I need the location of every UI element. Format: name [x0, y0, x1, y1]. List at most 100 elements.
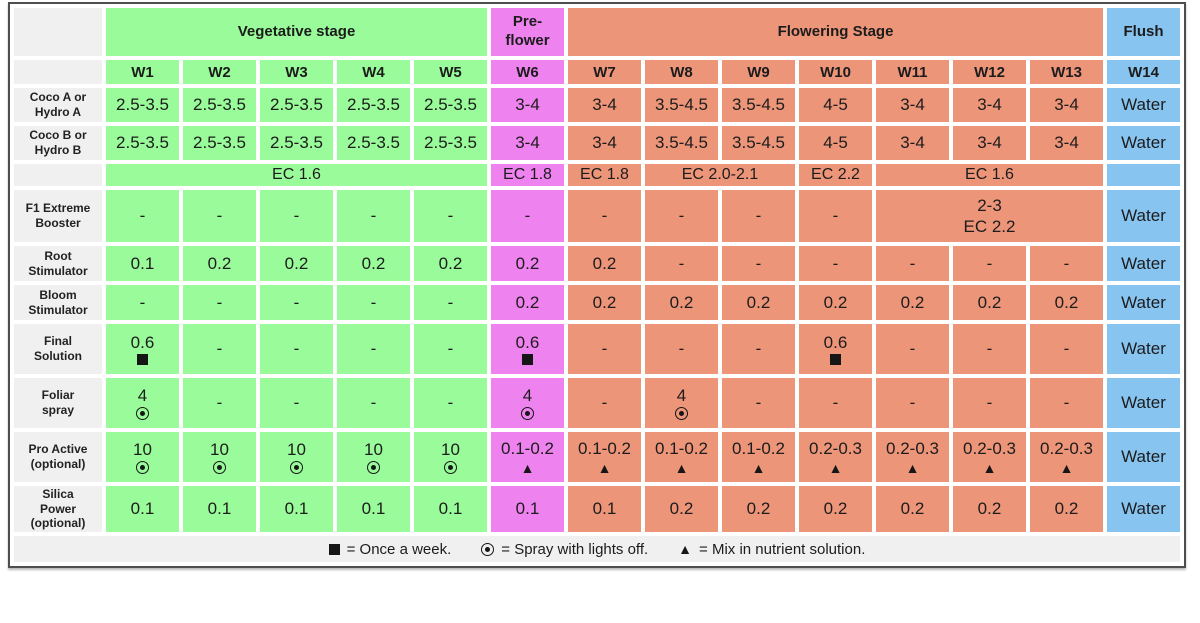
cell-value: 0.2: [515, 292, 540, 312]
cell-value: 0.2: [669, 499, 694, 519]
cell-value: 3-4: [1054, 133, 1079, 153]
cell-value: -: [601, 393, 608, 413]
cell-value: 2.5-3.5: [270, 95, 323, 115]
schedule-cell: 3.5-4.5: [645, 126, 718, 160]
schedule-cell: 0.2: [799, 486, 872, 532]
cell-value: 0.1: [284, 499, 309, 519]
schedule-cell: 4-5: [799, 88, 872, 122]
schedule-cell: -: [1030, 324, 1103, 374]
cell-value: -: [1063, 393, 1070, 413]
cell-value: 0.2-0.3: [1040, 439, 1093, 459]
week-row-label-cell: [14, 60, 102, 84]
schedule-cell: -: [414, 190, 487, 242]
cell-value: 10: [441, 439, 460, 459]
cell-value: 10: [287, 439, 306, 459]
schedule-cell: Water: [1107, 324, 1180, 374]
schedule-cell: EC 1.6: [106, 164, 487, 186]
mix-in-solution-icon: ▲: [982, 459, 997, 476]
cell-value: 3-4: [515, 95, 540, 115]
cell-value: 2.5-3.5: [116, 133, 169, 153]
mix-in-solution-icon: ▲: [678, 541, 693, 557]
schedule-cell: 0.2: [1030, 486, 1103, 532]
row-label: Bloom Stimulator: [14, 285, 102, 320]
cell-value: -: [370, 339, 377, 359]
schedule-cell: Water: [1107, 378, 1180, 428]
cell-value: 0.6: [130, 332, 155, 352]
cell-value: 0.1: [207, 499, 232, 519]
schedule-cell: -: [337, 324, 410, 374]
cell-value: 3-4: [977, 133, 1002, 153]
cell-value: 0.2: [900, 292, 925, 312]
schedule-cell: -: [722, 378, 795, 428]
cell-value: -: [1063, 253, 1070, 273]
cell-value: -: [216, 393, 223, 413]
cell-value: 0.2: [1054, 292, 1079, 312]
cell-value: -: [678, 339, 685, 359]
mix-in-solution-icon: ▲: [905, 459, 920, 476]
once-a-week-icon: [328, 543, 340, 555]
cell-value: -: [678, 253, 685, 273]
schedule-cell: -: [953, 246, 1026, 281]
cell-value: 0.2: [1054, 499, 1079, 519]
schedule-cell: 0.2-0.3 ▲: [953, 432, 1026, 482]
cell-value: -: [909, 393, 916, 413]
schedule-cell: 3-4: [1030, 126, 1103, 160]
cell-value: 0.2: [592, 253, 617, 273]
schedule-cell: -: [414, 378, 487, 428]
schedule-cell: 0.2: [568, 285, 641, 320]
schedule-cell: 0.1: [491, 486, 564, 532]
schedule-cell: 10: [183, 432, 256, 482]
cell-value: 2.5-3.5: [270, 133, 323, 153]
cell-value: 3.5-4.5: [732, 95, 785, 115]
schedule-cell: 2.5-3.5: [106, 88, 179, 122]
schedule-cell: 0.1: [568, 486, 641, 532]
schedule-cell: EC 2.2: [799, 164, 872, 186]
cell-value: -: [447, 339, 454, 359]
cell-value: 0.2: [592, 292, 617, 312]
week-header-w12: W12: [953, 60, 1026, 84]
schedule-cell: 2.5-3.5: [414, 88, 487, 122]
schedule-cell: 3.5-4.5: [645, 88, 718, 122]
cell-value: 0.2: [669, 292, 694, 312]
cell-value: EC 1.6: [965, 166, 1014, 183]
cell-value: 4: [676, 385, 687, 405]
cell-value: -: [601, 206, 608, 226]
schedule-cell: 0.2: [414, 246, 487, 281]
week-header-w1: W1: [106, 60, 179, 84]
schedule-cell: 10: [414, 432, 487, 482]
cell-value: -: [370, 206, 377, 226]
cell-value: -: [293, 393, 300, 413]
schedule-cell: 0.2: [876, 486, 949, 532]
schedule-cell: 0.1: [260, 486, 333, 532]
cell-value: 0.2-0.3: [963, 439, 1016, 459]
cell-value: -: [447, 206, 454, 226]
spray-lights-off-icon: [367, 461, 380, 475]
schedule-cell: 3-4: [876, 126, 949, 160]
stage-header-flush: Flush: [1107, 8, 1180, 56]
cell-value: Water: [1121, 499, 1166, 519]
cell-value: 0.1: [361, 499, 386, 519]
schedule-cell: Water: [1107, 432, 1180, 482]
once-a-week-icon: [830, 354, 841, 366]
week-header-w10: W10: [799, 60, 872, 84]
schedule-cell: 2.5-3.5: [106, 126, 179, 160]
cell-value: 4-5: [823, 95, 848, 115]
week-header-w14: W14: [1107, 60, 1180, 84]
cell-value: -: [447, 292, 454, 312]
schedule-cell: -: [645, 324, 718, 374]
cell-value: 0.2: [515, 253, 540, 273]
cell-value: 0.1: [438, 499, 463, 519]
schedule-cell: 0.6: [799, 324, 872, 374]
schedule-cell: -: [337, 378, 410, 428]
cell-value: 2.5-3.5: [193, 133, 246, 153]
schedule-cell: 3-4: [491, 88, 564, 122]
cell-value: 2.5-3.5: [116, 95, 169, 115]
cell-value: 10: [364, 439, 383, 459]
schedule-cell: 0.2: [722, 486, 795, 532]
cell-value: EC 1.6: [272, 166, 321, 183]
mix-in-solution-icon: ▲: [597, 459, 612, 476]
cell-value: 0.1-0.2: [501, 439, 554, 459]
cell-value: 3-4: [592, 133, 617, 153]
cell-value: 0.2: [746, 292, 771, 312]
schedule-cell: 0.2: [568, 246, 641, 281]
